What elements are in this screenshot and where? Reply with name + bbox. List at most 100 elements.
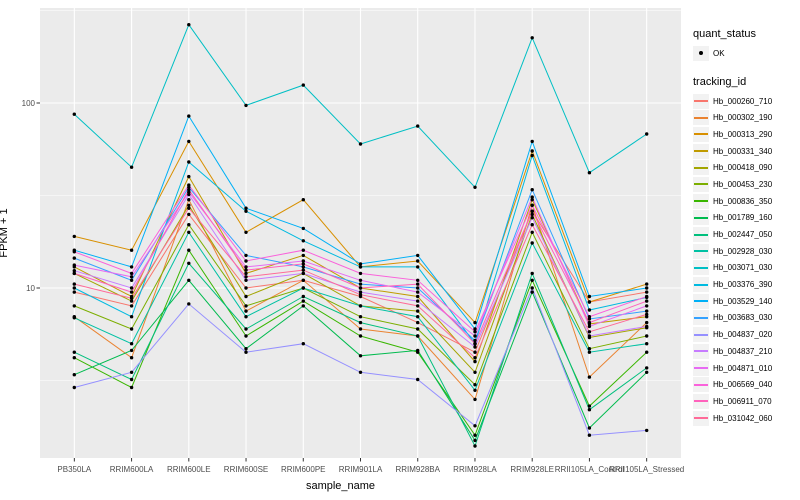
data-point <box>244 253 248 258</box>
data-point <box>244 334 248 338</box>
data-point <box>244 206 248 210</box>
data-point <box>129 385 134 390</box>
data-point <box>187 206 191 210</box>
legend: quant_status OK tracking_id Hb_000260_71… <box>687 0 800 426</box>
line-key-icon <box>693 193 709 209</box>
data-point <box>473 383 477 387</box>
data-point <box>416 253 420 258</box>
line-key-icon <box>693 277 709 293</box>
data-point <box>587 350 592 354</box>
data-point <box>358 370 363 374</box>
data-point <box>530 203 534 207</box>
data-point <box>587 408 592 412</box>
data-point <box>301 239 305 243</box>
data-point <box>530 223 534 227</box>
data-point <box>530 212 534 217</box>
data-point <box>72 256 77 260</box>
data-point <box>416 294 420 299</box>
data-point <box>72 304 77 308</box>
legend-item-Hb_003529_140: Hb_003529_140 <box>693 293 800 310</box>
x-axis-title: sample_name <box>305 480 376 492</box>
data-point <box>416 304 420 308</box>
data-point <box>129 278 134 282</box>
data-point <box>530 290 534 294</box>
data-point <box>587 433 592 437</box>
data-point <box>129 348 134 353</box>
data-point <box>358 286 363 290</box>
data-point <box>72 286 77 290</box>
legend-item-label: Hb_000302_190 <box>713 113 773 123</box>
data-point <box>129 370 134 374</box>
data-point <box>129 271 134 276</box>
x-tick-label: RRIM600SE <box>224 465 268 474</box>
data-point <box>72 234 77 239</box>
line-key-icon <box>693 176 709 192</box>
point-key-icon <box>693 45 709 61</box>
legend-item-Hb_000302_190: Hb_000302_190 <box>693 109 800 126</box>
data-point <box>587 294 592 299</box>
line-key-icon <box>693 377 709 393</box>
data-point <box>645 370 649 374</box>
data-point <box>129 299 134 303</box>
legend-item-Hb_000313_290: Hb_000313_290 <box>693 126 800 143</box>
data-point <box>301 294 305 299</box>
legend-item-Hb_000453_230: Hb_000453_230 <box>693 176 800 193</box>
line-key-icon <box>693 126 709 142</box>
data-point <box>473 334 477 338</box>
data-point <box>358 271 363 276</box>
x-tick-label: RRIM928BA <box>395 465 440 474</box>
data-point <box>129 356 134 360</box>
legend-item-Hb_000418_090: Hb_000418_090 <box>693 159 800 176</box>
data-point <box>358 142 363 146</box>
data-point <box>129 290 134 294</box>
data-point <box>416 124 420 128</box>
legend-item-Hb_002447_050: Hb_002447_050 <box>693 226 800 243</box>
data-point <box>587 347 592 351</box>
data-point <box>530 271 534 276</box>
data-point <box>358 265 363 269</box>
data-point <box>244 347 248 351</box>
legend-item-label: Hb_003376_390 <box>713 280 773 290</box>
legend-item-Hb_000331_340: Hb_000331_340 <box>693 143 800 160</box>
y-axis-title: FPKM + 1 <box>0 208 10 258</box>
data-point <box>587 315 592 319</box>
data-point <box>301 278 305 282</box>
data-point <box>301 259 305 263</box>
legend-item-label: Hb_001789_160 <box>713 213 773 223</box>
data-point <box>645 312 649 317</box>
data-point <box>244 304 248 308</box>
data-point <box>187 23 191 27</box>
data-point <box>645 286 649 290</box>
data-point <box>416 315 420 319</box>
data-point <box>473 338 477 343</box>
data-point <box>358 282 363 286</box>
data-point <box>587 330 592 334</box>
legend-item-Hb_003376_390: Hb_003376_390 <box>693 276 800 293</box>
x-tick-label: PB350LA <box>57 465 91 474</box>
legend-item-Hb_002928_030: Hb_002928_030 <box>693 243 800 260</box>
data-point <box>645 342 649 346</box>
data-point <box>530 36 534 40</box>
data-point <box>301 83 305 87</box>
data-point <box>587 334 592 338</box>
data-point <box>129 286 134 290</box>
data-point <box>473 327 477 331</box>
data-point <box>187 223 191 227</box>
data-point <box>358 315 363 319</box>
data-point <box>129 296 134 300</box>
data-point <box>645 132 649 136</box>
data-point <box>587 404 592 408</box>
data-point <box>187 192 191 197</box>
data-point <box>358 320 363 325</box>
data-point <box>187 188 191 192</box>
data-point <box>645 309 649 313</box>
legend-item-label: Hb_004837_210 <box>713 346 773 356</box>
data-point <box>358 334 363 338</box>
x-tick-label: RRIM600LE <box>167 465 211 474</box>
legend-item-label: OK <box>713 48 725 58</box>
line-key-icon <box>693 260 709 276</box>
line-key-icon <box>693 160 709 176</box>
data-point <box>72 350 77 354</box>
data-point <box>301 262 305 266</box>
